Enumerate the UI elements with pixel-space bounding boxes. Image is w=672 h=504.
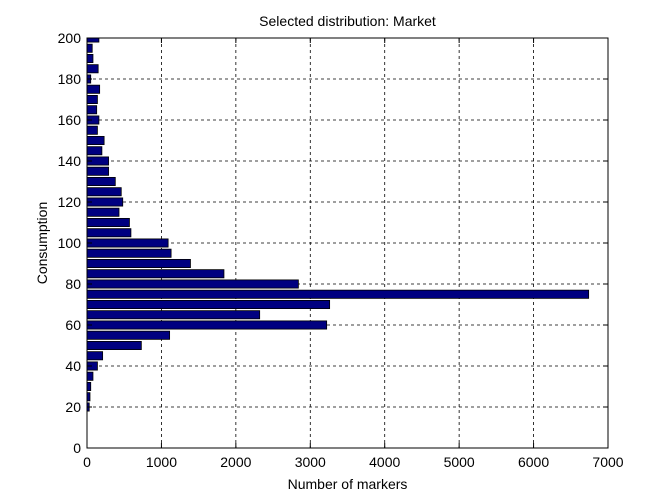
bar: [86, 351, 104, 361]
bar: [86, 166, 109, 176]
x-tick-label: 5000: [444, 454, 475, 470]
y-tick-label: 120: [58, 194, 82, 210]
bar: [86, 217, 130, 227]
bar: [86, 289, 590, 299]
bar: [86, 207, 120, 217]
bar: [86, 197, 124, 207]
y-tick-label: 0: [73, 440, 81, 456]
x-tick-label: 0: [83, 454, 91, 470]
bar: [86, 258, 191, 268]
bar: [86, 135, 105, 145]
bar: [86, 330, 171, 340]
bar: [86, 269, 225, 279]
x-tick-label: 4000: [369, 454, 400, 470]
x-tick-label: 3000: [295, 454, 326, 470]
y-tick-label: 160: [58, 112, 82, 128]
bar: [86, 95, 98, 105]
bar: [86, 310, 261, 320]
y-axis-label: Consumption: [34, 202, 50, 285]
y-tick-label: 80: [65, 276, 81, 292]
x-tick-label: 1000: [146, 454, 177, 470]
bar: [86, 381, 92, 391]
x-axis-label: Number of markers: [288, 476, 408, 492]
bar: [86, 279, 299, 289]
ticks: 0 1000 2000 3000 4000 5000 6000 7000 0 20 40 60 80 10…: [58, 30, 624, 470]
bar: [86, 320, 328, 330]
bar: [86, 371, 94, 381]
bar: [86, 54, 94, 64]
bar: [86, 37, 100, 43]
bar: [86, 238, 169, 248]
bar: [86, 125, 98, 135]
x-tick-label: 7000: [592, 454, 623, 470]
bar: [86, 146, 103, 156]
y-tick-label: 40: [65, 358, 81, 374]
bar: [86, 176, 116, 186]
bar: [86, 299, 331, 309]
y-tick-label: 60: [65, 317, 81, 333]
y-tick-label: 20: [65, 399, 81, 415]
grid: [87, 38, 608, 448]
y-tick-label: 100: [58, 235, 82, 251]
y-tick-label: 180: [58, 71, 82, 87]
bar: [86, 228, 132, 238]
bar: [86, 105, 98, 115]
y-tick-label: 200: [58, 30, 82, 46]
bar: [86, 248, 172, 258]
bar: [86, 340, 142, 350]
y-tick-label: 140: [58, 153, 82, 169]
chart-title: Selected distribution: Market: [259, 13, 436, 29]
bar: [86, 43, 93, 53]
bar: [86, 64, 99, 74]
bar: [86, 84, 101, 94]
bar: [86, 187, 122, 197]
x-tick-label: 2000: [220, 454, 251, 470]
x-tick-label: 6000: [518, 454, 549, 470]
